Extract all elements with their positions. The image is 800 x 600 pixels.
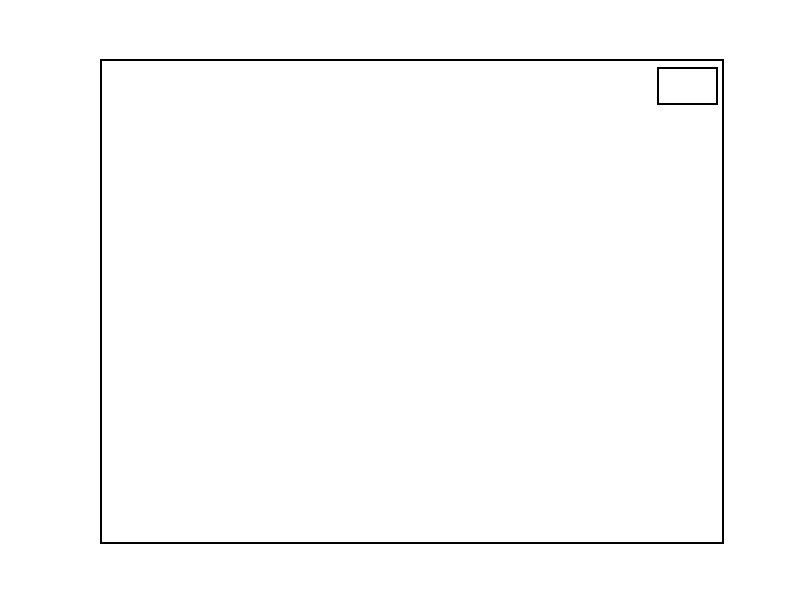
bar-number-labels-layer <box>102 61 722 542</box>
tp-legend-swatch <box>668 74 698 83</box>
legend <box>657 67 718 105</box>
plot-area <box>100 59 724 544</box>
legend-item-fp <box>668 89 707 98</box>
fp-legend-swatch <box>668 89 698 98</box>
legend-item-tp <box>668 74 707 83</box>
